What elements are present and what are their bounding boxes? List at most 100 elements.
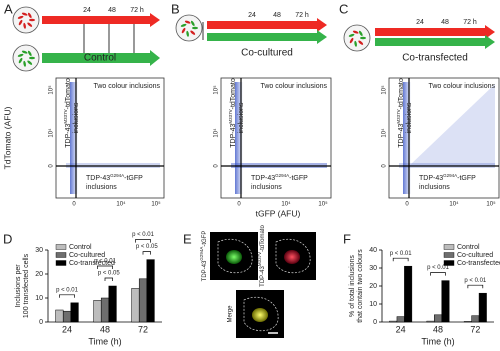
density-vertical [403,82,411,194]
x-tick-label: 0 [72,202,76,208]
x-tick-label: 48 [100,324,110,334]
density-cloud [409,84,495,166]
cell [358,40,364,45]
bar [389,320,398,323]
cell [192,26,198,30]
label-part: -tdTomato [230,78,237,109]
time-label: 72 h [295,12,309,19]
quadrant-label: inclusions [406,102,413,133]
x-axis-label: Time (h) [88,336,121,346]
time-label: 24 [416,19,424,26]
cell [27,22,33,27]
inclusion [252,308,268,322]
arrow [42,50,160,66]
y-tick-label: 30 [35,247,43,254]
y-axis-label: % of total inclusions [349,255,356,317]
label-part: -tdTomato [65,78,72,109]
arrow [42,13,160,27]
y-axis-label: TdTomato (AFU) [2,106,12,169]
y-tick-label: 10 [35,295,43,302]
condition-label: Co-cultured [241,48,293,59]
significance-bracket [467,284,484,289]
y-tick-label: 10⁴ [48,128,55,138]
label-sup: M337V [228,109,233,123]
label-sup: M337V [257,252,262,266]
cell [352,30,359,34]
x-axis-label: tGFP (AFU) [256,208,301,218]
arrow [375,35,495,49]
quadrant-label: TDP-43M337V-tdTomato [396,78,405,148]
cell [190,30,196,35]
x-tick-label: 10⁴ [281,201,291,208]
arrow [207,18,327,32]
quadrant-label: inclusions [238,102,245,133]
label-sup: G294A [199,247,204,261]
x-tick-label: 24 [62,324,72,334]
label-part: -tdTomato [260,225,266,252]
quadrant-label: Two colour inclusions [93,83,160,90]
cell [181,27,186,34]
dish [175,14,203,42]
x-tick-label: 10⁵ [486,201,496,208]
legend-label: Control [69,244,92,251]
cell [358,30,363,37]
x-tick-label: 10⁵ [318,201,328,208]
legend-label: Co-transfected [457,260,500,267]
time-label: 48 [273,12,281,19]
y-axis-label: that contain two colours [357,249,364,323]
cell [27,12,32,19]
x-tick-label: 10⁴ [449,201,459,208]
bar [93,300,102,323]
cell [180,23,187,27]
cell [21,12,28,16]
x-tick-label: 10⁴ [116,201,126,208]
y-tick-label: 0 [49,164,55,168]
quadrant-label: inclusions [419,184,450,191]
panel-letter: D [3,231,12,246]
significance-bracket [104,277,113,281]
bar [62,310,72,323]
significance-label: p < 0.01 [132,232,155,238]
image-label: TDP-43G294A-tGFP [199,231,208,282]
panel-letter: C [339,1,348,16]
y-tick-label: 20 [369,283,377,290]
quadrant-label: TDP-43G294A-tGFP [251,173,308,182]
significance-label: p < 0.01 [94,259,117,265]
y-tick-label: 0 [214,164,220,168]
x-tick-label: 0 [237,202,241,208]
bar [100,297,110,323]
bar [138,278,148,323]
quadrant-label: inclusions [251,184,282,191]
condition-label: Co-transfected [402,53,468,64]
label-part: TDP-43 [419,175,443,182]
time-label: 24 [83,7,91,14]
cell [21,50,28,54]
quadrant-label: Two colour inclusions [260,83,327,90]
legend-swatch [443,244,455,250]
quadrant-label: TDP-43M337V-tdTomato [63,78,72,148]
arrow [207,30,327,44]
significance-label: p < 0.05 [98,271,121,277]
label-part: TDP-43 [86,175,110,182]
bar [426,320,435,323]
y-tick-label: 0 [382,164,388,168]
density-vertical [70,82,78,194]
panel-letter: E [183,231,192,246]
time-label: 24 [248,12,256,19]
y-tick-label: 10 [369,301,377,308]
significance-label: p < 0.01 [464,278,487,284]
y-tick-label: 40 [369,247,377,254]
label-part: -tGFP [124,175,143,182]
bar [108,285,117,323]
label-sup: G294A [110,173,124,178]
panel-letter: A [4,1,13,16]
significance-label: p < 0.01 [56,287,79,293]
quadrant-label: inclusions [86,184,117,191]
significance-label: p < 0.01 [390,251,413,257]
legend-label: Co-cultured [69,252,105,259]
label-part: TDP-43 [251,175,275,182]
cell [18,19,23,26]
panel-letter: F [343,231,351,246]
significance-bracket [135,239,151,243]
